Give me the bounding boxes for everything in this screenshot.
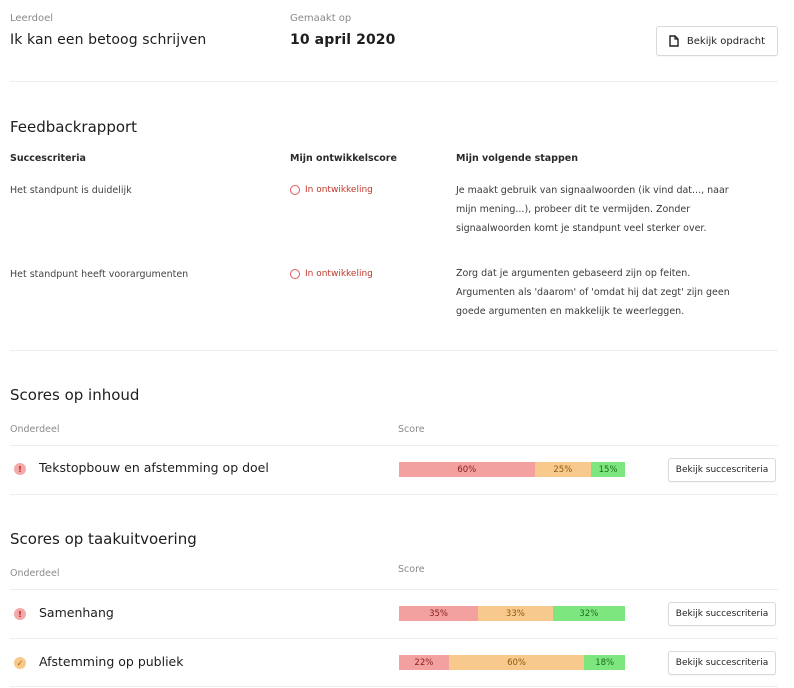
taak-row-name: Samenhang [39,605,114,620]
feedback-title: Feedbackrapport [10,118,138,136]
criterium-1: Het standpunt is duidelijk [10,185,132,196]
score-segment: 32% [552,606,625,621]
score-segment: 22% [399,655,449,670]
circle-icon [290,269,300,279]
inhoud-row-name: Tekstopbouw en afstemming op doel [39,460,269,475]
check-icon: ✓ [14,657,26,669]
col-volgende-stappen: Mijn volgende stappen [456,153,578,164]
col-ontwikkelscore: Mijn ontwikkelscore [290,153,397,164]
taak-row-name: Afstemming op publiek [39,654,184,669]
view-criteria-button[interactable]: Bekijk succescriteria [668,651,776,675]
divider [10,445,778,446]
score-segment: 33% [478,606,553,621]
divider [10,350,778,351]
criterium-2: Het standpunt heeft voorargumenten [10,269,189,280]
circle-icon [290,185,300,195]
taak-title: Scores op taakuitvoering [10,530,197,548]
score-bar: 60% 25% 15% [399,462,625,477]
view-criteria-button[interactable]: Bekijk succescriteria [668,602,776,626]
alert-icon: ! [14,463,26,475]
score-segment: 60% [399,462,535,477]
divider [10,638,778,639]
steps-1: Je maakt gebruik van signaalwoorden (ik … [456,185,729,234]
leerdoel-value: Ik kan een betoog schrijven [10,32,207,48]
score-segment: 35% [399,606,479,621]
score-segment: 15% [591,462,625,477]
score-segment: 60% [448,655,585,670]
document-icon [669,35,679,47]
col-succescriteria: Succescriteria [10,153,86,164]
divider [10,686,778,687]
divider [10,589,778,590]
gemaakt-value: 10 april 2020 [290,32,396,48]
taak-col-score: Score [398,564,425,575]
status-text: In ontwikkeling [305,269,373,279]
gemaakt-label: Gemaakt op [290,13,352,24]
divider [10,81,778,82]
alert-icon: ! [14,608,26,620]
status-text: In ontwikkeling [305,185,373,195]
leerdoel-label: Leerdoel [10,13,54,24]
score-bar: 35% 33% 32% [399,606,625,621]
score-bar: 22% 60% 18% [399,655,625,670]
taak-col-onderdeel: Onderdeel [10,568,60,579]
view-assignment-label: Bekijk opdracht [686,35,766,47]
score-segment: 18% [584,655,625,670]
view-criteria-button[interactable]: Bekijk succescriteria [668,458,776,482]
view-assignment-button[interactable]: Bekijk opdracht [656,26,778,56]
divider [10,494,778,495]
inhoud-title: Scores op inhoud [10,386,140,404]
steps-2: Zorg dat je argumenten gebaseerd zijn op… [456,268,730,317]
inhoud-col-score: Score [398,424,425,435]
status-badge: In ontwikkeling [290,185,373,195]
status-badge: In ontwikkeling [290,269,373,279]
score-segment: 25% [534,462,592,477]
inhoud-col-onderdeel: Onderdeel [10,424,60,435]
